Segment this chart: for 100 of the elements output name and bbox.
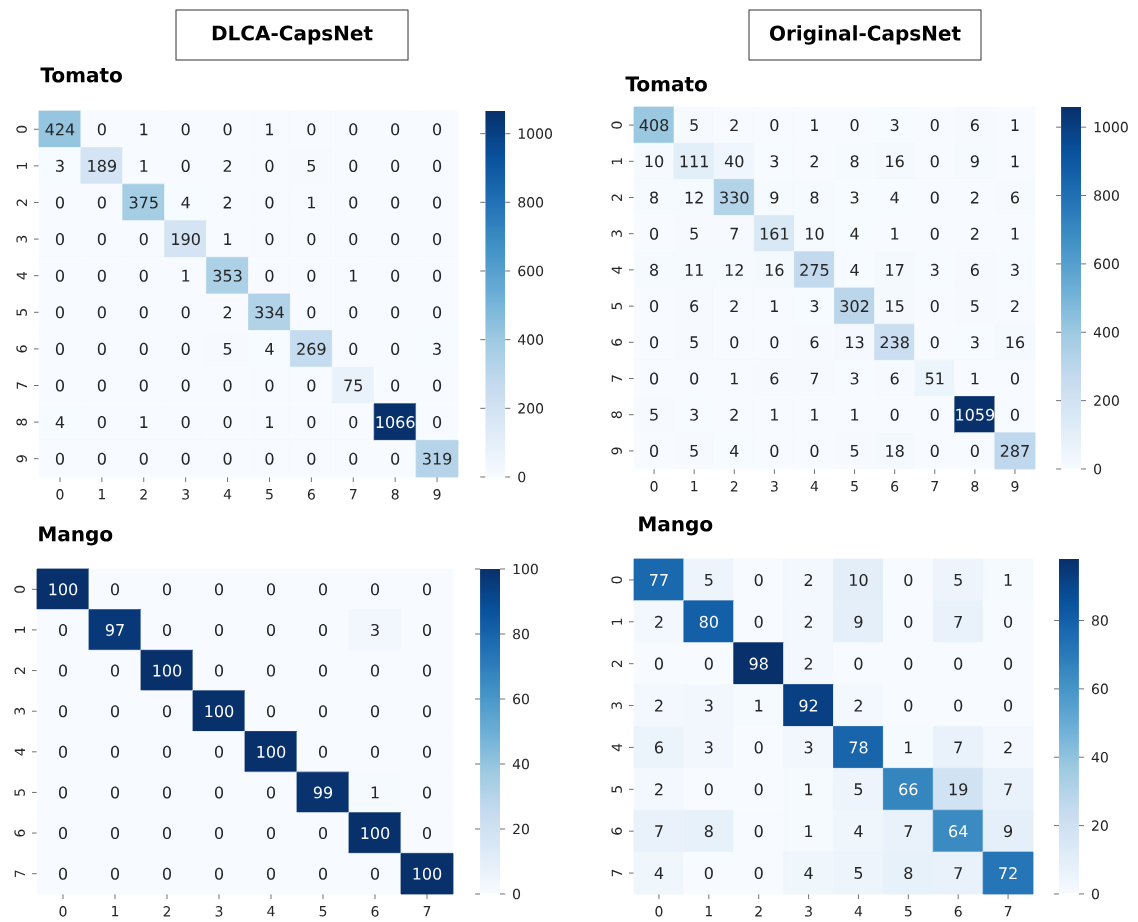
data-label: 10 (806, 227, 824, 240)
data-label: 0 (55, 342, 64, 355)
data-label: 0 (307, 269, 316, 282)
x-tick-label: 0 (650, 481, 658, 492)
data-label: 2 (970, 227, 979, 240)
data-label: 1 (811, 408, 819, 421)
y-tick-label: 3 (14, 707, 25, 715)
data-label: 100 (153, 664, 182, 677)
data-label: 0 (55, 196, 64, 209)
data-label: 2 (730, 119, 738, 132)
y-tick-label: 7 (16, 382, 27, 389)
data-label: 0 (181, 342, 190, 355)
data-label: 2 (655, 699, 663, 712)
data-label: 287 (1000, 444, 1029, 457)
data-label: 0 (349, 452, 358, 465)
data-label: 8 (650, 263, 659, 276)
data-label: 0 (110, 867, 120, 880)
data-label: 0 (58, 664, 68, 677)
data-label: 0 (422, 583, 432, 596)
data-label: 0 (770, 119, 779, 132)
data-label: 0 (97, 306, 106, 319)
data-label: 0 (307, 306, 316, 319)
color-bar-label: 0 (1091, 888, 1099, 900)
data-label: 0 (266, 867, 276, 880)
color-bar-label: 20 (513, 823, 529, 835)
x-tick-label: 4 (810, 481, 819, 492)
data-label: 0 (318, 827, 328, 840)
data-label: 0 (391, 269, 400, 282)
data-label: 0 (55, 452, 64, 465)
x-tick-label: 2 (140, 489, 147, 500)
data-label: 0 (265, 452, 274, 465)
data-label: 0 (58, 786, 68, 799)
x-tick-label: 7 (423, 906, 431, 917)
data-label: 0 (422, 786, 432, 799)
data-label: 5 (690, 227, 698, 240)
x-tick-label: 9 (1011, 481, 1019, 492)
data-label: 0 (650, 444, 659, 457)
data-label: 9 (1003, 825, 1013, 838)
data-label: 0 (930, 155, 939, 168)
data-label: 0 (139, 269, 148, 282)
data-label: 189 (88, 159, 117, 172)
data-label: 0 (214, 664, 224, 677)
data-label: 0 (954, 657, 963, 670)
y-tick-label: 4 (611, 743, 622, 752)
data-label: 424 (45, 123, 75, 136)
data-label: 0 (58, 867, 68, 880)
x-tick-label: 3 (215, 906, 223, 917)
data-label: 0 (110, 745, 120, 758)
y-tick-label: 4 (16, 272, 27, 280)
x-tick-label: 5 (266, 489, 273, 500)
data-label: 0 (1010, 372, 1019, 385)
data-label: 0 (58, 705, 68, 718)
data-label: 3 (971, 336, 979, 349)
data-label: 0 (391, 123, 400, 136)
data-label: 8 (704, 825, 713, 838)
data-label: 0 (370, 867, 380, 880)
data-label: 1 (266, 416, 274, 428)
data-label: 7 (730, 227, 738, 240)
data-label: 3 (704, 699, 713, 712)
data-label: 5 (854, 783, 863, 796)
data-label: 6 (810, 336, 819, 349)
data-label: 0 (139, 452, 148, 465)
data-label: 0 (930, 300, 939, 313)
data-label: 0 (266, 623, 276, 636)
data-label: 77 (650, 574, 668, 586)
data-label: 6 (890, 372, 899, 385)
data-label: 0 (55, 233, 64, 246)
x-tick-label: 6 (307, 489, 315, 500)
data-label: 0 (162, 745, 172, 758)
color-bar-label: 20 (1092, 820, 1108, 831)
data-label: 0 (318, 705, 328, 718)
y-tick-label: 9 (611, 447, 622, 455)
data-label: 9 (770, 191, 779, 204)
data-label: 0 (970, 444, 979, 457)
data-label: 0 (110, 827, 120, 840)
data-label: 3 (890, 119, 899, 132)
color-bar-label: 60 (1091, 683, 1108, 695)
data-label: 0 (162, 705, 172, 718)
data-label: 275 (800, 263, 829, 276)
data-label: 1059 (956, 408, 995, 421)
data-label: 1 (182, 269, 190, 282)
chart-title: Mango (639, 516, 713, 536)
data-label: 1 (805, 825, 813, 838)
data-label: 0 (954, 699, 963, 712)
data-label: 0 (433, 123, 442, 136)
color-bar-label: 600 (1094, 258, 1119, 270)
y-tick-label: 2 (611, 660, 622, 668)
data-label: 0 (265, 196, 274, 209)
x-tick-label: 2 (730, 481, 738, 492)
y-tick-label: 3 (16, 235, 27, 243)
data-label: 0 (223, 379, 232, 392)
data-label: 72 (999, 867, 1017, 879)
data-label: 0 (654, 657, 663, 670)
data-label: 0 (930, 227, 939, 240)
data-label: 2 (1004, 741, 1012, 754)
data-label: 7 (954, 615, 962, 628)
x-tick-label: 6 (891, 481, 899, 492)
data-label: 16 (765, 263, 784, 276)
y-tick-label: 1 (611, 618, 622, 625)
data-label: 16 (1006, 336, 1025, 349)
